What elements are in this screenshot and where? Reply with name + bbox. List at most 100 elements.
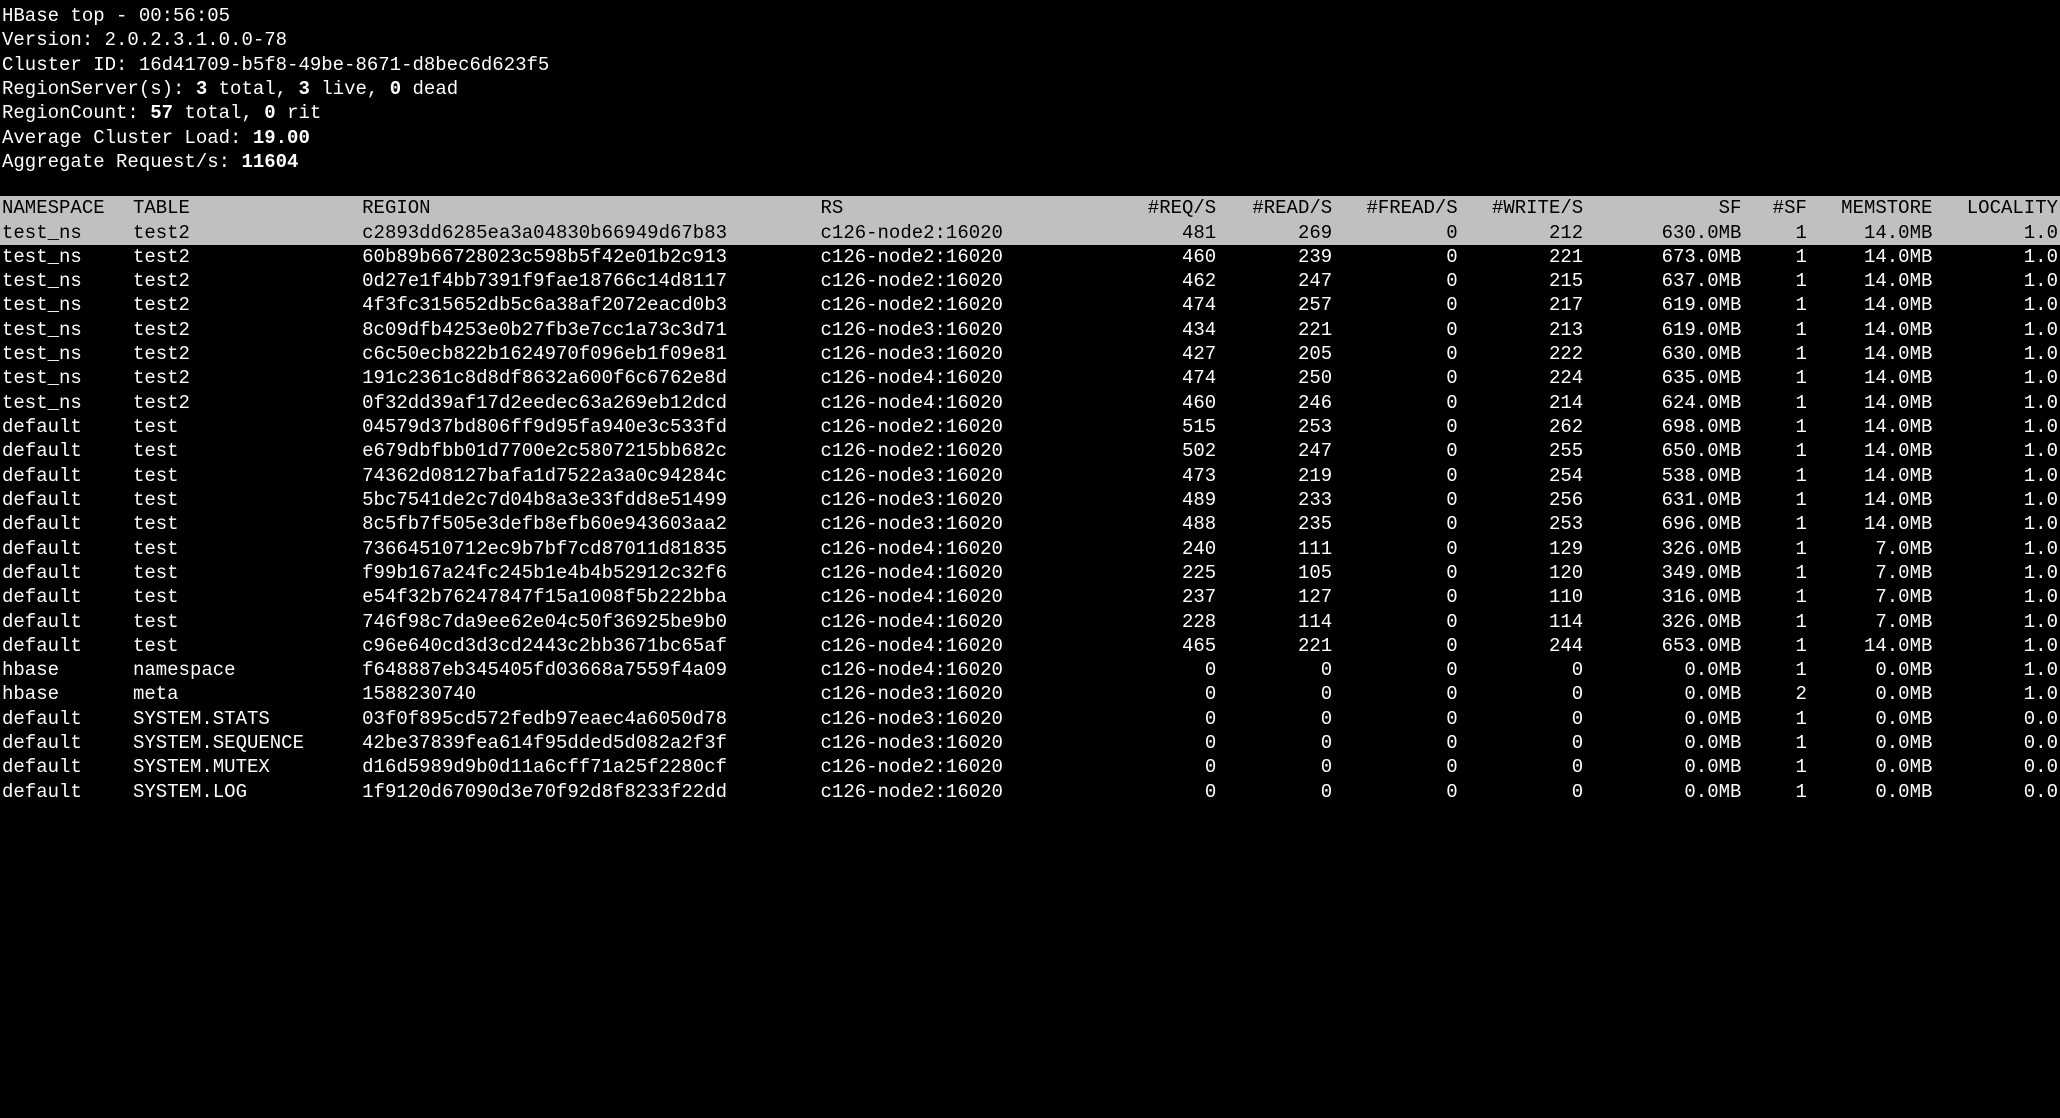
table-cell: 8c5fb7f505e3defb8efb60e943603aa2 — [360, 512, 818, 536]
title-line: HBase top - 00:56:05 — [0, 4, 2060, 28]
table-cell: 0 — [1218, 682, 1334, 706]
table-cell: default — [0, 537, 131, 561]
table-cell: c126-node3:16020 — [819, 512, 1085, 536]
table-cell: 0.0MB — [1809, 707, 1935, 731]
table-cell: 1.0 — [1934, 610, 2060, 634]
table-cell: 1.0 — [1934, 537, 2060, 561]
table-row[interactable]: test_nstest20d27e1f4bb7391f9fae18766c14d… — [0, 269, 2060, 293]
table-cell: 0 — [1085, 707, 1219, 731]
table-row[interactable]: defaultSYSTEM.SEQUENCE42be37839fea614f95… — [0, 731, 2060, 755]
column-header[interactable]: RS — [819, 196, 1085, 220]
column-header[interactable]: #READ/S — [1218, 196, 1334, 220]
rs-total-suffix: total, — [207, 78, 298, 100]
table-cell: 0 — [1334, 439, 1460, 463]
column-header[interactable]: MEMSTORE — [1809, 196, 1935, 220]
table-cell: 650.0MB — [1585, 439, 1743, 463]
table-cell: 0.0MB — [1585, 731, 1743, 755]
table-cell: 0 — [1085, 658, 1219, 682]
table-row[interactable]: defaulttestc96e640cd3d3cd2443c2bb3671bc6… — [0, 634, 2060, 658]
table-cell: 698.0MB — [1585, 415, 1743, 439]
table-cell: 0 — [1218, 780, 1334, 804]
table-cell: 631.0MB — [1585, 488, 1743, 512]
regionserver-line: RegionServer(s): 3 total, 3 live, 0 dead — [0, 77, 2060, 101]
table-row[interactable]: defaulttest746f98c7da9ee62e04c50f36925be… — [0, 610, 2060, 634]
table-cell: test2 — [131, 293, 360, 317]
table-cell: test_ns — [0, 245, 131, 269]
table-cell: 515 — [1085, 415, 1219, 439]
avg-load-line: Average Cluster Load: 19.00 — [0, 126, 2060, 150]
column-header[interactable]: #REQ/S — [1085, 196, 1219, 220]
rs-label: RegionServer(s): — [2, 78, 196, 100]
table-cell: 0 — [1334, 780, 1460, 804]
table-cell: 0 — [1218, 755, 1334, 779]
table-cell: 0 — [1334, 391, 1460, 415]
column-header[interactable]: NAMESPACE — [0, 196, 131, 220]
table-row[interactable]: defaultSYSTEM.MUTEXd16d5989d9b0d11a6cff7… — [0, 755, 2060, 779]
table-cell: 228 — [1085, 610, 1219, 634]
column-header[interactable]: SF — [1585, 196, 1743, 220]
table-cell: 14.0MB — [1809, 488, 1935, 512]
table-cell: 0 — [1334, 707, 1460, 731]
table-cell: test — [131, 610, 360, 634]
table-row[interactable]: test_nstest2191c2361c8d8df8632a600f6c676… — [0, 366, 2060, 390]
table-cell: SYSTEM.MUTEX — [131, 755, 360, 779]
table-cell: 14.0MB — [1809, 464, 1935, 488]
table-cell: c126-node4:16020 — [819, 634, 1085, 658]
table-cell: 0 — [1085, 731, 1219, 755]
table-cell: 1 — [1743, 464, 1808, 488]
table-cell: c6c50ecb822b1624970f096eb1f09e81 — [360, 342, 818, 366]
column-header[interactable]: TABLE — [131, 196, 360, 220]
column-header[interactable]: #WRITE/S — [1460, 196, 1586, 220]
table-cell: 0.0MB — [1585, 707, 1743, 731]
table-row[interactable]: hbasemeta1588230740c126-node3:1602000000… — [0, 682, 2060, 706]
table-cell: 0 — [1334, 610, 1460, 634]
table-cell: 0 — [1218, 707, 1334, 731]
table-row[interactable]: defaultteste679dbfbb01d7700e2c5807215bb6… — [0, 439, 2060, 463]
table-cell: c126-node2:16020 — [819, 755, 1085, 779]
table-row[interactable]: test_nstest2c2893dd6285ea3a04830b66949d6… — [0, 221, 2060, 245]
table-cell: c126-node4:16020 — [819, 391, 1085, 415]
table-row[interactable]: test_nstest20f32dd39af17d2eedec63a269eb1… — [0, 391, 2060, 415]
table-cell: 1.0 — [1934, 269, 2060, 293]
table-row[interactable]: defaulttest74362d08127bafa1d7522a3a0c942… — [0, 464, 2060, 488]
table-cell: 1 — [1743, 488, 1808, 512]
table-row[interactable]: test_nstest260b89b66728023c598b5f42e01b2… — [0, 245, 2060, 269]
table-cell: 0 — [1085, 682, 1219, 706]
column-header[interactable]: #FREAD/S — [1334, 196, 1460, 220]
table-row[interactable]: hbasenamespacef648887eb345405fd03668a755… — [0, 658, 2060, 682]
column-header[interactable]: LOCALITY — [1934, 196, 2060, 220]
title-prefix: HBase top - — [2, 5, 139, 27]
table-cell: 14.0MB — [1809, 245, 1935, 269]
table-row[interactable]: defaultSYSTEM.STATS03f0f895cd572fedb97ea… — [0, 707, 2060, 731]
table-row[interactable]: defaultteste54f32b76247847f15a1008f5b222… — [0, 585, 2060, 609]
version-line: Version: 2.0.2.3.1.0.0-78 — [0, 28, 2060, 52]
table-cell: namespace — [131, 658, 360, 682]
table-cell: 7.0MB — [1809, 561, 1935, 585]
table-row[interactable]: test_nstest28c09dfb4253e0b27fb3e7cc1a73c… — [0, 318, 2060, 342]
table-cell: 673.0MB — [1585, 245, 1743, 269]
table-cell: 0 — [1334, 731, 1460, 755]
table-cell: 105 — [1218, 561, 1334, 585]
table-row[interactable]: defaultSYSTEM.LOG1f9120d67090d3e70f92d8f… — [0, 780, 2060, 804]
column-header[interactable]: #SF — [1743, 196, 1808, 220]
table-row[interactable]: defaulttest8c5fb7f505e3defb8efb60e943603… — [0, 512, 2060, 536]
table-cell: 427 — [1085, 342, 1219, 366]
table-cell: default — [0, 561, 131, 585]
table-cell: 0 — [1334, 585, 1460, 609]
table-cell: 1 — [1743, 561, 1808, 585]
table-cell: 349.0MB — [1585, 561, 1743, 585]
table-cell: test — [131, 488, 360, 512]
table-row[interactable]: test_nstest2c6c50ecb822b1624970f096eb1f0… — [0, 342, 2060, 366]
table-row[interactable]: defaulttestf99b167a24fc245b1e4b4b52912c3… — [0, 561, 2060, 585]
table-cell: 1.0 — [1934, 464, 2060, 488]
column-header[interactable]: REGION — [360, 196, 818, 220]
table-row[interactable]: defaulttest73664510712ec9b7bf7cd87011d81… — [0, 537, 2060, 561]
table-row[interactable]: defaulttest5bc7541de2c7d04b8a3e33fdd8e51… — [0, 488, 2060, 512]
table-cell: 465 — [1085, 634, 1219, 658]
table-cell: 326.0MB — [1585, 610, 1743, 634]
table-cell: 0 — [1334, 318, 1460, 342]
table-cell: 247 — [1218, 269, 1334, 293]
table-cell: 1 — [1743, 634, 1808, 658]
table-row[interactable]: test_nstest24f3fc315652db5c6a38af2072eac… — [0, 293, 2060, 317]
table-row[interactable]: defaulttest04579d37bd806ff9d95fa940e3c53… — [0, 415, 2060, 439]
